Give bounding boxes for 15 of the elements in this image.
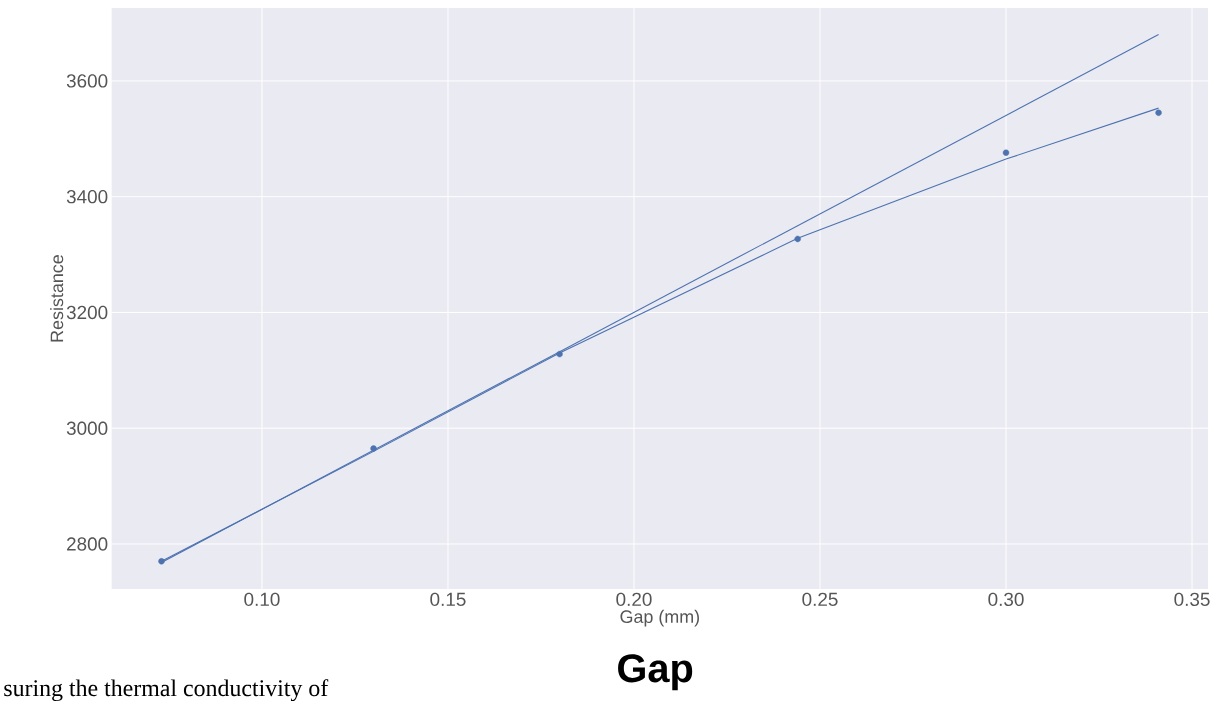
text: Gap: [618, 653, 693, 691]
y-tick-label: 3200: [66, 305, 108, 319]
x-tick-label: 0.30: [988, 592, 1024, 606]
y-tick-label: 3400: [66, 189, 108, 204]
x-tick-label: 0.20: [616, 592, 652, 606]
x-tick-label: 0.10: [244, 592, 280, 606]
x-tick-label: 0.25: [802, 592, 838, 606]
y-tick-label: 3000: [66, 421, 108, 435]
x-axis-title: Gap (mm): [620, 609, 699, 627]
x-tick-label: 0.15: [430, 592, 466, 606]
text: suring the thermal conductivity of: [4, 678, 329, 701]
x-tick-label: 0.35: [1174, 592, 1210, 606]
y-axis-title: Resistance: [50, 254, 64, 342]
y-tick-label: 2800: [67, 537, 108, 551]
y-tick-label: 3600: [66, 74, 108, 88]
